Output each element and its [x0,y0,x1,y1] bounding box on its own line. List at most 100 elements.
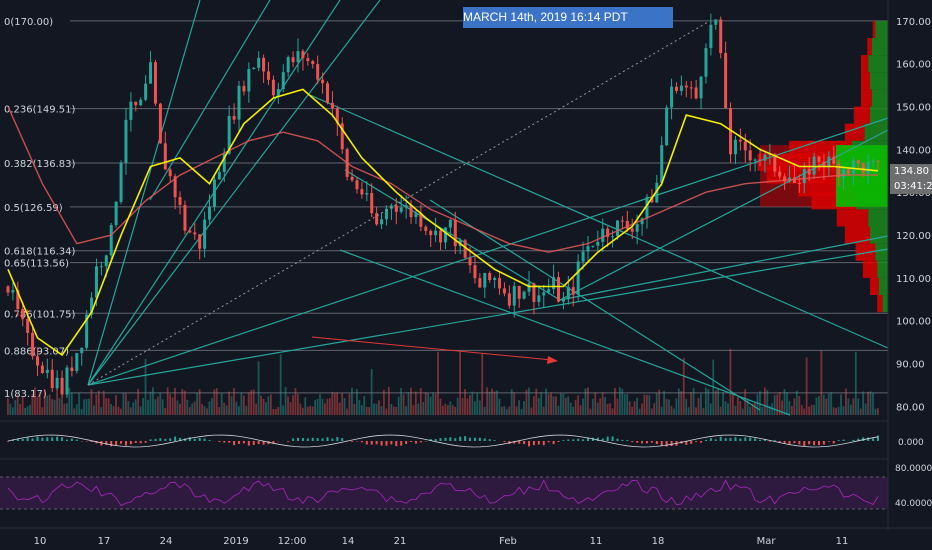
macd-hist-216 [537,441,540,445]
volume-bar-192 [478,400,481,415]
volume-bar-328 [813,404,815,415]
candle-body-354 [876,160,880,162]
macd-hist-166 [414,441,417,444]
time-tick-9: 18 [652,536,665,547]
volume-bar-112 [282,405,285,415]
volume-bar-298 [739,400,742,415]
macd-hist-140 [351,441,354,442]
candle-body-46 [119,162,123,202]
candle-body-306 [758,159,762,161]
volume-bar-12 [36,396,39,415]
candle-body-122 [306,58,310,62]
time-tick-6: 21 [394,536,407,547]
macd-hist-80 [203,438,206,441]
volume-bar-128 [321,398,324,415]
volume-bar-161 [402,394,405,415]
volume-bar-171 [427,393,430,415]
volume-bar-31 [83,399,85,415]
macd-hist-302 [749,437,752,441]
profile-bar-sell-0 [872,20,876,38]
volume-bar-119 [299,403,302,415]
profile-bar-sell-3 [861,72,870,90]
candle-body-116 [291,57,295,63]
time-axis[interactable]: 10 17 24 2019 12:00 14 21 Feb 11 18 Mar 11 [0,527,932,547]
candle-body-56 [144,83,148,100]
candle-body-78 [198,234,202,249]
price-tick-8: 90.00 [896,360,925,371]
rsi-pane: 80.0000 40.0000 [0,458,932,510]
macd-hist-54 [139,441,142,444]
date-annotation[interactable]: MARCH 14th, 2019 16:14 PDT [463,7,673,28]
candle-body-224 [557,277,561,302]
macd-line [7,434,879,448]
profile-bar-sell-2 [861,55,869,73]
macd-hist-242 [601,438,604,441]
candle-body-134 [335,108,339,124]
macd-hist-50 [129,441,132,445]
volume-bar-170 [424,392,427,415]
profile-bar-buy-3 [870,72,888,90]
macd-hist-62 [159,438,162,441]
candle-body-226 [561,299,565,302]
price-axis[interactable]: 170.00160.00150.00140.00130.00120.00110.… [887,0,931,530]
volume-bar-39 [102,390,105,415]
trend-lines[interactable] [87,0,889,416]
macd-hist-124 [311,437,314,441]
candle-body-28 [75,353,79,372]
volume-bar-329 [815,397,818,415]
macd-hist-116 [292,438,295,441]
volume-bar-335 [830,392,833,415]
volume-bar-78 [198,389,201,415]
candle-body-242 [601,228,605,243]
macd-hist-300 [744,437,747,441]
candle-body-238 [591,245,595,247]
macd-hist-276 [685,441,688,445]
volume-bar-231 [574,400,577,415]
volume-bar-65 [166,387,169,415]
volume-bar-201 [500,406,503,415]
volume-bar-322 [798,396,801,415]
fibonacci-retracement[interactable]: 0(170.00) 0.236(149.51) 0.382(136.83) 0.5(1… [4,17,888,400]
volume-bar-132 [331,391,334,415]
volume-bar-266 [660,406,663,415]
macd-hist-224 [557,441,560,442]
volume-bar-139 [348,393,351,415]
macd-hist-118 [297,437,299,441]
volume-bar-76 [193,401,196,415]
volume-bar-274 [680,391,683,415]
macd-hist-134 [336,437,339,441]
volume-bar-13 [38,391,41,415]
macd-hist-180 [449,437,452,441]
volume-bar-136 [341,393,344,415]
volume-bar-187 [466,398,469,415]
volume-bar-178 [444,403,447,415]
volume-bar-55 [142,398,144,415]
volume-bar-79 [201,404,203,415]
candle-body-36 [94,266,98,298]
candle-body-200 [498,278,502,289]
macd-hist-290 [719,436,722,441]
macd-hist-226 [562,440,565,441]
candle-body-324 [802,168,806,184]
macd-hist-280 [695,441,698,442]
volume-bar-6 [21,396,24,415]
macd-hist-184 [459,436,462,441]
candle-body-174 [434,230,438,236]
candle-body-168 [419,212,423,227]
volume-bar-318 [788,400,791,415]
volume-bar-105 [265,402,267,415]
candle-body-100 [252,67,256,69]
candle-body-162 [404,205,408,208]
macd-hist-254 [631,441,634,443]
volume-bar-217 [540,392,543,415]
candle-body-190 [473,265,477,279]
volume-bar-44 [115,395,117,415]
volume-bar-48 [124,393,127,415]
macd-hist-340 [842,439,845,441]
macd-hist-194 [483,438,486,441]
volume-bar-347 [859,408,862,415]
drawings[interactable] [87,21,709,386]
candle-body-290 [719,19,723,54]
macd-hist-36 [95,441,98,444]
volume-bar-269 [668,399,670,415]
